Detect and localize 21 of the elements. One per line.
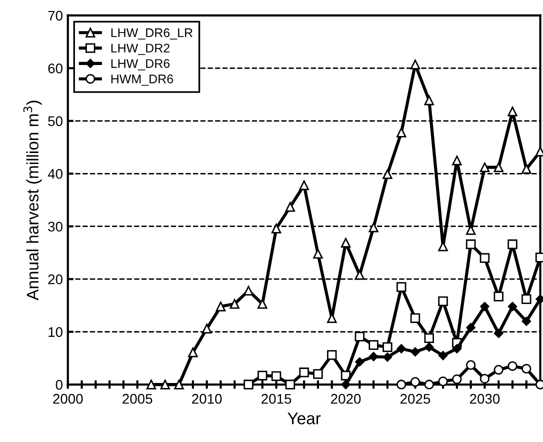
y-tick-label: 60 (48, 64, 62, 74)
y-tick-label: 30 (48, 222, 62, 232)
legend-label: LHW_DR2 (111, 44, 170, 55)
y-tick-label: 10 (48, 327, 62, 337)
x-axis-title: Year (288, 412, 321, 424)
legend-label: LHW_DR6_LR (111, 28, 192, 40)
y-axis-title: Annual harvest (million m$^{3}$) (23, 100, 42, 300)
x-tick-label: 2025 (400, 394, 430, 404)
x-tick-label: 2015 (262, 394, 292, 404)
x-tick-label: 2010 (192, 394, 222, 404)
x-tick-label: 2005 (122, 394, 152, 404)
y-tick-label: 0 (56, 380, 62, 390)
x-tick-label: 2030 (470, 394, 500, 404)
legend-label: HWM_DR6 (111, 74, 174, 86)
legend-label: LHW_DR6 (111, 59, 170, 70)
y-tick-label: 50 (48, 116, 62, 126)
x-tick-label: 2000 (53, 394, 83, 404)
y-tick-label: 40 (48, 168, 62, 179)
y-tick-label: 70 (48, 10, 62, 21)
x-tick-label: 2020 (331, 394, 361, 404)
y-tick-label: 20 (48, 274, 62, 284)
